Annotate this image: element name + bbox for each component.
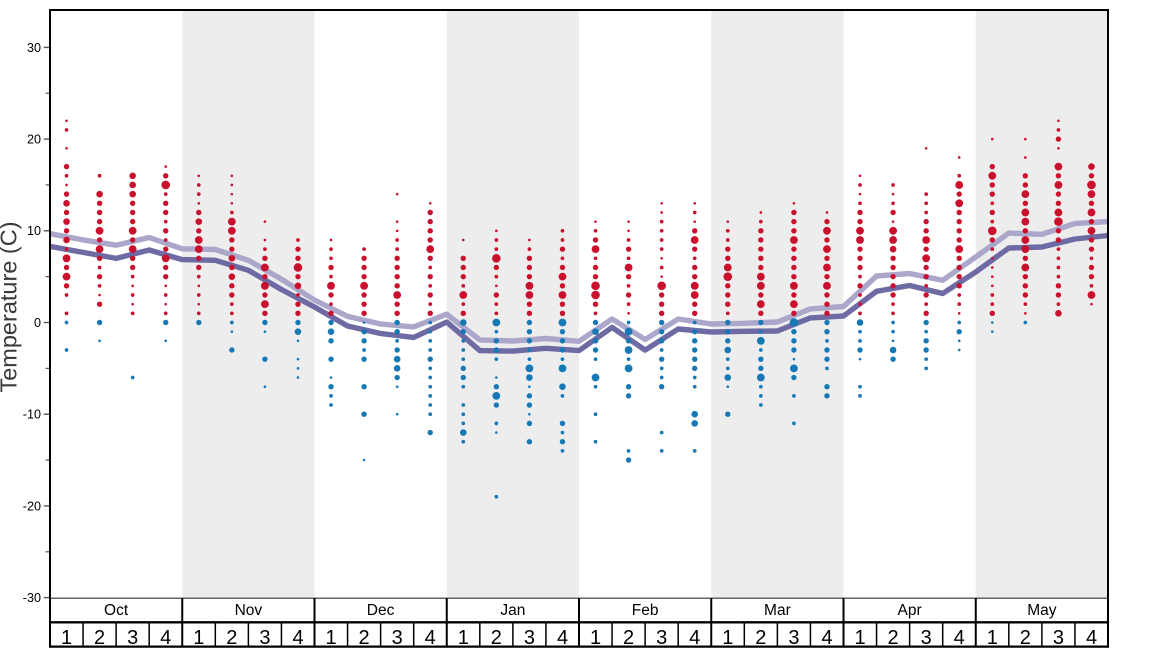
svg-text:May: May (1027, 602, 1057, 619)
svg-text:3: 3 (921, 627, 932, 648)
svg-text:-10: -10 (23, 408, 41, 422)
svg-text:1: 1 (458, 627, 469, 648)
svg-text:Nov: Nov (235, 602, 263, 619)
svg-text:4: 4 (689, 627, 700, 648)
svg-text:2: 2 (888, 627, 899, 648)
svg-text:2: 2 (491, 627, 502, 648)
svg-text:Temperature (C): Temperature (C) (0, 221, 22, 392)
svg-text:4: 4 (425, 627, 436, 648)
svg-text:Mar: Mar (764, 602, 791, 619)
svg-text:4: 4 (557, 627, 568, 648)
svg-text:2: 2 (623, 627, 634, 648)
svg-text:4: 4 (160, 627, 171, 648)
svg-text:3: 3 (392, 627, 403, 648)
svg-text:10: 10 (27, 224, 41, 238)
svg-text:2: 2 (226, 627, 237, 648)
svg-text:3: 3 (524, 627, 535, 648)
svg-text:4: 4 (821, 627, 832, 648)
svg-text:2: 2 (1020, 627, 1031, 648)
svg-text:Dec: Dec (367, 602, 395, 619)
svg-text:20: 20 (27, 133, 41, 147)
svg-text:4: 4 (1086, 627, 1097, 648)
svg-text:3: 3 (259, 627, 270, 648)
svg-text:3: 3 (127, 627, 138, 648)
svg-text:-30: -30 (23, 591, 41, 605)
svg-text:1: 1 (193, 627, 204, 648)
svg-text:Oct: Oct (104, 602, 129, 619)
svg-text:0: 0 (34, 316, 41, 330)
svg-text:3: 3 (1053, 627, 1064, 648)
svg-text:Feb: Feb (632, 602, 659, 619)
svg-text:1: 1 (325, 627, 336, 648)
svg-text:2: 2 (359, 627, 370, 648)
svg-text:1: 1 (854, 627, 865, 648)
svg-text:-20: -20 (23, 499, 41, 513)
svg-text:1: 1 (987, 627, 998, 648)
svg-text:3: 3 (788, 627, 799, 648)
svg-text:4: 4 (292, 627, 303, 648)
svg-text:2: 2 (755, 627, 766, 648)
svg-text:1: 1 (61, 627, 72, 648)
svg-text:30: 30 (27, 41, 41, 55)
svg-text:4: 4 (954, 627, 965, 648)
svg-text:Apr: Apr (898, 602, 922, 619)
svg-text:2: 2 (94, 627, 105, 648)
svg-text:Jan: Jan (500, 602, 525, 619)
svg-text:3: 3 (656, 627, 667, 648)
svg-text:1: 1 (590, 627, 601, 648)
svg-text:1: 1 (722, 627, 733, 648)
